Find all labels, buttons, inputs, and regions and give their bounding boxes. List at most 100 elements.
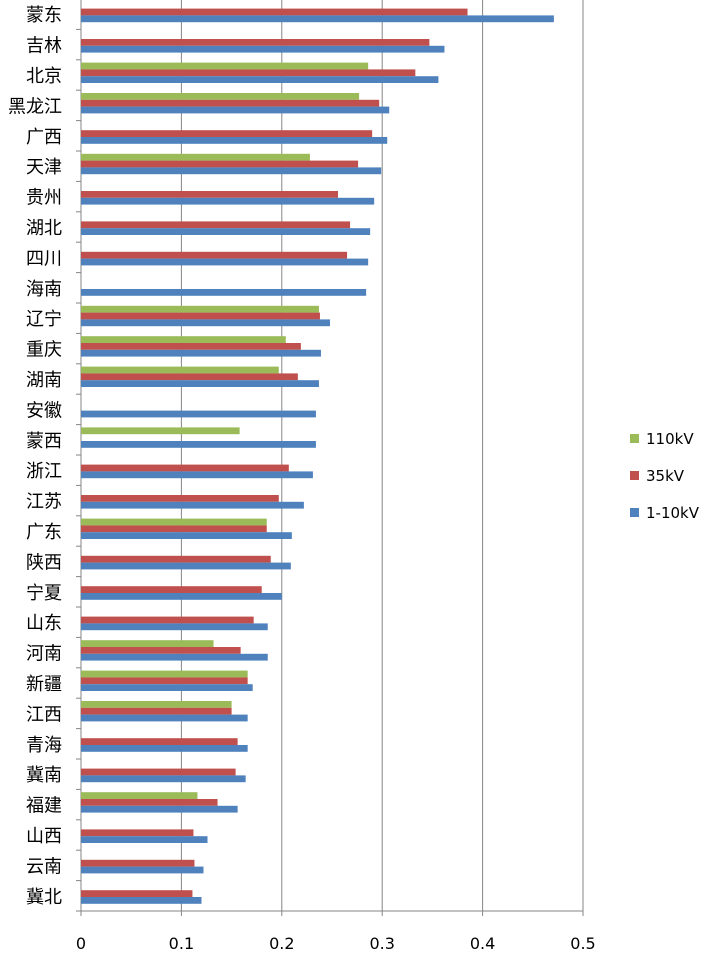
- x-tick-label: 0.3: [369, 934, 394, 952]
- bar-35kV: [81, 191, 339, 198]
- bar-35kV: [81, 738, 238, 745]
- bar-35kV: [81, 312, 320, 320]
- bar-35kV: [81, 829, 194, 837]
- bar-110kV: [81, 701, 232, 708]
- bar-110kV: [81, 366, 279, 374]
- bar-1-10kV: [81, 593, 282, 600]
- category-label: 福建: [26, 796, 62, 817]
- legend-swatch: [630, 471, 639, 480]
- category-label: 湖南: [26, 370, 62, 391]
- bar-1-10kV: [81, 106, 390, 114]
- bar-1-10kV: [81, 501, 304, 509]
- bar-1-10kV: [81, 137, 388, 144]
- bar-1-10kV: [81, 805, 238, 813]
- bar-35kV: [81, 616, 254, 624]
- bar-35kV: [81, 69, 416, 77]
- bar-110kV: [81, 427, 240, 435]
- bar-1-10kV: [81, 410, 316, 418]
- legend-swatch: [630, 434, 639, 443]
- bar-35kV: [81, 890, 193, 897]
- bar-1-10kV: [81, 45, 445, 53]
- bar-1-10kV: [81, 76, 439, 83]
- bar-1-10kV: [81, 15, 554, 23]
- bar-35kV: [81, 39, 430, 46]
- bar-1-10kV: [81, 258, 369, 266]
- category-label: 辽宁: [26, 309, 62, 330]
- category-label: 新疆: [26, 674, 62, 695]
- category-label: 吉林: [26, 36, 62, 57]
- bar-1-10kV: [81, 532, 292, 539]
- category-label: 陕西: [26, 552, 62, 573]
- bar-1-10kV: [81, 197, 375, 205]
- category-label: 重庆: [26, 340, 62, 361]
- x-tick-label: 0.5: [570, 934, 595, 952]
- bar-1-10kV: [81, 380, 319, 387]
- bar-35kV: [81, 799, 218, 806]
- category-label: 江苏: [26, 492, 62, 513]
- bar-1-10kV: [81, 866, 204, 874]
- bar-1-10kV: [81, 897, 202, 904]
- bar-35kV: [81, 464, 289, 472]
- bar-1-10kV: [81, 562, 291, 570]
- bar-1-10kV: [81, 289, 367, 296]
- category-label: 安徽: [26, 400, 62, 421]
- bar-35kV: [81, 221, 351, 229]
- bar-35kV: [81, 160, 359, 168]
- bar-110kV: [81, 93, 360, 100]
- x-tick-label: 0.1: [169, 934, 194, 952]
- category-label: 湖北: [26, 218, 62, 239]
- category-label: 北京: [26, 66, 62, 87]
- bar-35kV: [81, 859, 195, 867]
- category-label: 黑龙江: [8, 96, 62, 117]
- bar-110kV: [81, 670, 248, 678]
- category-label: 广东: [26, 522, 62, 543]
- category-label: 江西: [26, 704, 62, 725]
- bar-110kV: [81, 62, 369, 70]
- bar-1-10kV: [81, 623, 268, 631]
- bar-35kV: [81, 495, 279, 502]
- category-label: 冀北: [26, 887, 62, 908]
- bar-1-10kV: [81, 684, 253, 691]
- bar-35kV: [81, 525, 267, 533]
- x-tick-label: 0: [76, 934, 86, 952]
- category-label: 蒙东: [26, 5, 62, 26]
- bar-35kV: [81, 99, 380, 107]
- bar-35kV: [81, 251, 348, 259]
- bar-1-10kV: [81, 471, 313, 479]
- bar-35kV: [81, 768, 236, 776]
- bar-1-10kV: [81, 228, 371, 235]
- category-label: 冀南: [26, 765, 62, 786]
- bar-1-10kV: [81, 714, 248, 722]
- category-label: 云南: [26, 856, 62, 877]
- bar-1-10kV: [81, 441, 316, 448]
- bar-1-10kV: [81, 319, 330, 327]
- category-label: 广西: [26, 127, 62, 148]
- category-label: 四川: [26, 248, 62, 269]
- bar-1-10kV: [81, 653, 268, 661]
- bar-110kV: [81, 336, 286, 343]
- category-label: 海南: [26, 279, 62, 300]
- bar-110kV: [81, 305, 319, 313]
- bar-1-10kV: [81, 349, 321, 357]
- category-label: 河南: [26, 644, 62, 665]
- legend-swatch: [630, 508, 639, 517]
- bar-35kV: [81, 555, 271, 563]
- bar-35kV: [81, 373, 298, 381]
- bar-1-10kV: [81, 745, 248, 752]
- bar-110kV: [81, 153, 310, 161]
- category-label: 浙江: [26, 461, 62, 482]
- category-label: 天津: [26, 157, 62, 178]
- x-tick-label: 0.2: [269, 934, 294, 952]
- x-tick-label: 0.4: [470, 934, 495, 952]
- bar-35kV: [81, 130, 373, 137]
- legend-label: 110kV: [646, 430, 694, 448]
- bar-35kV: [81, 586, 262, 593]
- bar-110kV: [81, 518, 267, 526]
- category-label: 贵州: [26, 188, 62, 209]
- bar-110kV: [81, 792, 198, 799]
- bar-35kV: [81, 8, 468, 16]
- bar-1-10kV: [81, 836, 208, 843]
- bar-35kV: [81, 677, 248, 685]
- bar-110kV: [81, 640, 214, 647]
